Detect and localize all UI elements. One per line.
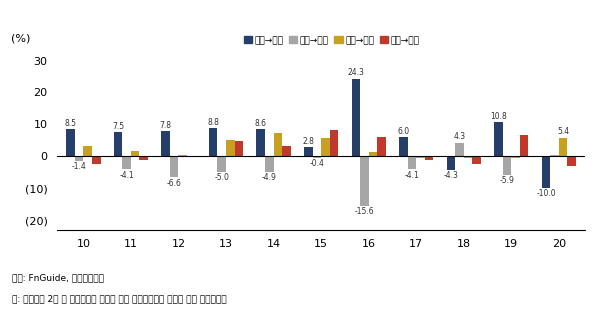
- Text: -4.9: -4.9: [262, 173, 277, 182]
- Y-axis label: (%): (%): [11, 34, 30, 44]
- Text: 7.8: 7.8: [160, 121, 172, 130]
- Bar: [187, 156, 196, 157]
- Bar: [66, 129, 75, 156]
- Bar: [161, 131, 170, 156]
- Bar: [494, 122, 503, 156]
- Bar: [313, 156, 321, 157]
- Text: -1.4: -1.4: [72, 162, 86, 171]
- Bar: [265, 156, 274, 172]
- Text: 7.5: 7.5: [112, 122, 124, 131]
- Bar: [425, 156, 433, 160]
- Text: 10.8: 10.8: [490, 112, 507, 120]
- Bar: [282, 146, 290, 156]
- Text: -4.1: -4.1: [119, 171, 134, 179]
- Bar: [377, 137, 386, 156]
- Bar: [329, 130, 338, 156]
- Text: -0.4: -0.4: [310, 159, 324, 168]
- Bar: [464, 156, 472, 158]
- Bar: [368, 152, 377, 156]
- Bar: [455, 142, 464, 156]
- Bar: [503, 156, 511, 175]
- Text: 4.3: 4.3: [454, 132, 466, 141]
- Bar: [92, 156, 101, 164]
- Legend: 대형→중형, 중형→대형, 소형→중형, 중형→소형: 대형→중형, 중형→대형, 소형→중형, 중형→소형: [240, 32, 423, 49]
- Bar: [321, 138, 329, 156]
- Bar: [122, 156, 131, 169]
- Text: 6.0: 6.0: [397, 127, 409, 136]
- Bar: [472, 156, 481, 164]
- Bar: [209, 128, 217, 156]
- Bar: [235, 141, 243, 156]
- Text: 자료: FnGuide, 신한금융투자: 자료: FnGuide, 신한금융투자: [12, 273, 104, 282]
- Text: -10.0: -10.0: [536, 189, 556, 198]
- Text: 2.8: 2.8: [302, 137, 314, 146]
- Text: 8.8: 8.8: [207, 118, 219, 127]
- Bar: [131, 151, 139, 156]
- Bar: [75, 156, 83, 161]
- Text: 8.5: 8.5: [65, 119, 77, 128]
- Text: -5.9: -5.9: [500, 176, 514, 185]
- Bar: [256, 129, 265, 156]
- Bar: [274, 133, 282, 156]
- Text: 8.6: 8.6: [255, 118, 267, 128]
- Text: 5.4: 5.4: [557, 128, 569, 137]
- Bar: [217, 156, 226, 172]
- Text: -4.1: -4.1: [404, 171, 419, 179]
- Bar: [139, 156, 148, 160]
- Bar: [511, 156, 520, 158]
- Bar: [83, 146, 92, 156]
- Text: 24.3: 24.3: [347, 68, 364, 77]
- Bar: [446, 156, 455, 170]
- Bar: [559, 138, 568, 156]
- Bar: [304, 147, 313, 156]
- Bar: [407, 156, 416, 169]
- Text: -15.6: -15.6: [355, 207, 374, 216]
- Bar: [178, 155, 187, 156]
- Text: -4.3: -4.3: [443, 171, 458, 180]
- Bar: [520, 135, 529, 156]
- Bar: [352, 79, 360, 156]
- Bar: [226, 140, 235, 156]
- Bar: [416, 156, 425, 157]
- Bar: [542, 156, 550, 188]
- Text: 주: 수익률은 2월 첫 거래일부터 사이즈 지수 변경일까지의 코스피 대비 상대수익률: 주: 수익률은 2월 첫 거래일부터 사이즈 지수 변경일까지의 코스피 대비 …: [12, 295, 227, 304]
- Bar: [170, 156, 178, 177]
- Text: -5.0: -5.0: [214, 174, 229, 183]
- Bar: [114, 132, 122, 156]
- Bar: [360, 156, 368, 206]
- Bar: [568, 156, 576, 166]
- Text: -6.6: -6.6: [167, 179, 182, 188]
- Bar: [550, 155, 559, 156]
- Bar: [399, 137, 407, 156]
